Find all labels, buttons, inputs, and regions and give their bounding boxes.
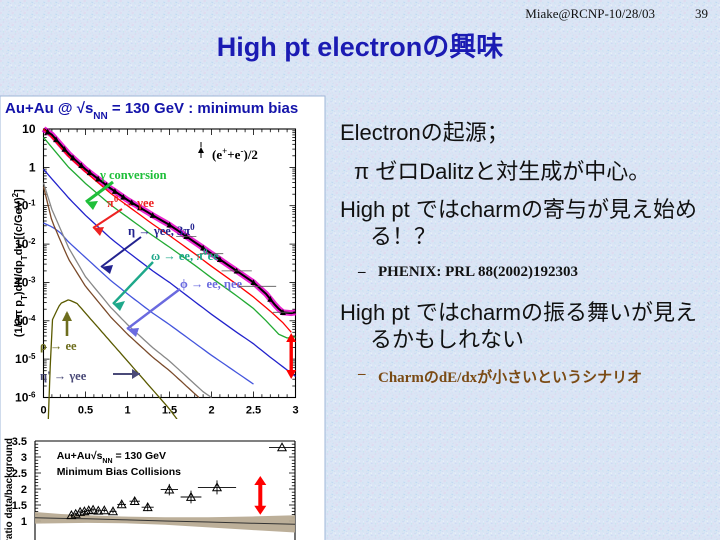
svg-text:Minimum Bias Collisions: Minimum Bias Collisions [57,466,181,478]
svg-text:ratio data/background: ratio data/background [4,438,15,540]
svg-text:2: 2 [21,484,27,496]
svg-text:1: 1 [21,516,27,528]
svg-text:3: 3 [21,452,27,464]
